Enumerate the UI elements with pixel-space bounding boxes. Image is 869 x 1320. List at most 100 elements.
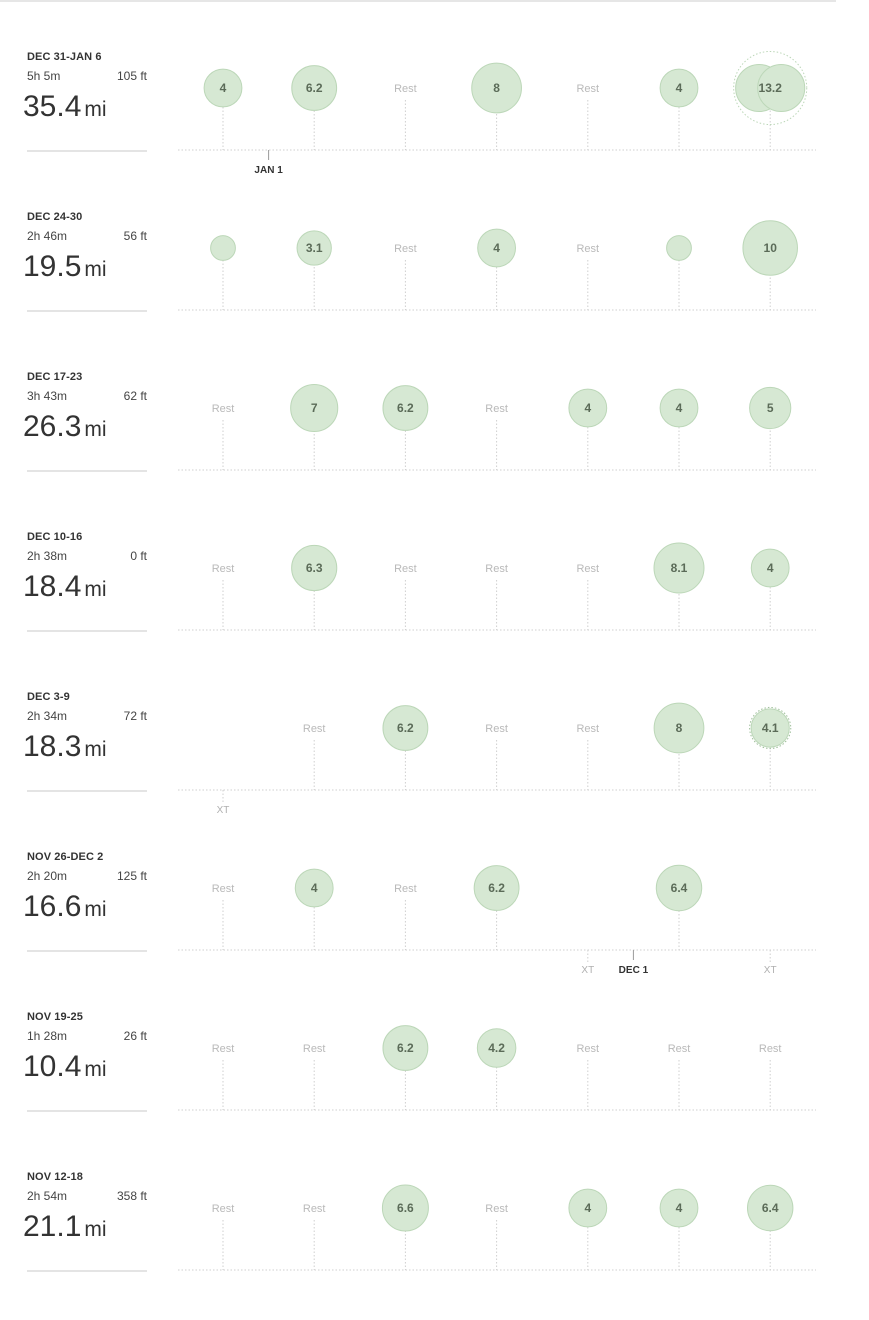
week-summary[interactable]: DEC 24-30 2h 46m 56 ft 19.5 mi bbox=[0, 200, 180, 360]
day-run[interactable]: 3.1 bbox=[296, 230, 332, 310]
week-label: DEC 17-23 bbox=[27, 371, 83, 383]
day-run[interactable]: 6.2 bbox=[473, 865, 520, 950]
run-bubble[interactable] bbox=[382, 705, 429, 751]
day-run[interactable]: 4 bbox=[203, 68, 243, 150]
day-run[interactable]: 6.2 bbox=[291, 65, 338, 150]
day-xt: XT bbox=[581, 950, 594, 976]
top-divider bbox=[0, 0, 836, 2]
run-bubble[interactable] bbox=[476, 1028, 517, 1068]
run-bubble[interactable] bbox=[659, 1188, 699, 1228]
week-summary[interactable]: NOV 26-DEC 2 2h 20m 125 ft 16.6 mi bbox=[0, 840, 180, 1000]
run-bubble[interactable] bbox=[477, 228, 517, 268]
day-run[interactable]: 4 bbox=[750, 548, 790, 630]
rest-label: Rest bbox=[759, 1043, 782, 1055]
week-row[interactable]: DEC 17-23 3h 43m 62 ft 26.3 mi Rest 7 6.2 Re… bbox=[0, 360, 869, 520]
run-bubble[interactable] bbox=[291, 65, 338, 111]
day-run[interactable]: 4 bbox=[294, 868, 334, 950]
week-summary[interactable]: DEC 3-9 2h 34m 72 ft 18.3 mi bbox=[0, 680, 180, 840]
day-xt: XT bbox=[217, 790, 229, 816]
week-distance-unit: mi bbox=[84, 258, 107, 281]
run-bubble[interactable] bbox=[382, 385, 429, 431]
day-run[interactable]: 8 bbox=[653, 702, 705, 790]
week-distance-value: 21.1 bbox=[23, 1210, 82, 1243]
rest-label: Rest bbox=[576, 723, 599, 735]
day-run[interactable]: 6.2 bbox=[382, 705, 429, 790]
run-bubble[interactable] bbox=[291, 544, 338, 592]
week-distance-unit: mi bbox=[84, 98, 107, 121]
day-run[interactable]: 7 bbox=[290, 383, 339, 470]
day-run[interactable]: 4.2 bbox=[476, 1028, 517, 1110]
week-duration: 1h 28m bbox=[27, 1029, 68, 1043]
week-day-chart: Rest 7 6.2 Rest 4 4 5 bbox=[178, 383, 816, 471]
day-run[interactable]: 4 bbox=[568, 1188, 608, 1270]
week-summary[interactable]: NOV 19-25 1h 28m 26 ft 10.4 mi bbox=[0, 1000, 180, 1160]
run-bubble[interactable] bbox=[653, 542, 705, 594]
week-row[interactable]: NOV 26-DEC 2 2h 20m 125 ft 16.6 mi Rest 4 R… bbox=[0, 840, 869, 1000]
week-distance-unit: mi bbox=[84, 1058, 107, 1081]
run-distance-label: 13.2 bbox=[759, 81, 783, 95]
run-bubble[interactable] bbox=[381, 1184, 429, 1232]
week-label: DEC 24-30 bbox=[27, 211, 83, 223]
run-bubble[interactable] bbox=[742, 220, 798, 276]
week-row[interactable]: NOV 12-18 2h 54m 358 ft 21.1 mi Rest Rest 6… bbox=[0, 1160, 869, 1320]
run-bubble[interactable] bbox=[749, 386, 792, 430]
run-bubble[interactable] bbox=[203, 68, 243, 108]
day-run[interactable]: 8.1 bbox=[653, 542, 705, 630]
day-run[interactable] bbox=[210, 235, 236, 310]
run-bubble[interactable] bbox=[210, 235, 236, 261]
day-run[interactable]: 4 bbox=[477, 228, 517, 310]
run-bubble[interactable] bbox=[568, 1188, 608, 1228]
day-run[interactable]: 4 bbox=[659, 1188, 699, 1270]
day-rest: Rest bbox=[576, 723, 599, 790]
day-run[interactable]: 8 bbox=[471, 62, 522, 150]
day-run[interactable]: 6.4 bbox=[746, 1184, 794, 1270]
week-day-plot: Rest Rest 6.6 Rest 4 4 6.4 bbox=[0, 1160, 869, 1320]
day-run[interactable] bbox=[666, 235, 692, 310]
week-summary[interactable]: DEC 31-JAN 6 5h 5m 105 ft 35.4 mi bbox=[0, 40, 180, 200]
run-bubble[interactable] bbox=[471, 62, 522, 114]
run-bubble[interactable] bbox=[294, 868, 334, 908]
week-row[interactable]: DEC 10-16 2h 38m 0 ft 18.4 mi Rest 6.3 Rest… bbox=[0, 520, 869, 680]
day-rest: Rest bbox=[394, 243, 417, 310]
rest-label: Rest bbox=[212, 1203, 235, 1215]
week-summary[interactable]: DEC 10-16 2h 38m 0 ft 18.4 mi bbox=[0, 520, 180, 680]
run-bubble[interactable] bbox=[290, 383, 339, 433]
day-run[interactable]: 4 bbox=[659, 388, 699, 470]
run-bubble[interactable] bbox=[382, 1025, 429, 1071]
run-bubble[interactable] bbox=[473, 865, 520, 911]
week-row[interactable]: DEC 31-JAN 6 5h 5m 105 ft 35.4 mi 4 6.2 Res… bbox=[0, 40, 869, 200]
run-bubble[interactable] bbox=[296, 230, 332, 266]
week-divider bbox=[27, 630, 147, 632]
week-distance: 18.3 mi bbox=[23, 727, 107, 770]
day-run[interactable]: 6.4 bbox=[655, 864, 703, 950]
week-label: NOV 26-DEC 2 bbox=[27, 851, 104, 863]
run-bubble[interactable] bbox=[750, 548, 790, 588]
run-bubble[interactable] bbox=[659, 388, 699, 428]
run-bubble[interactable] bbox=[655, 864, 703, 912]
run-bubble[interactable] bbox=[746, 1184, 794, 1232]
run-bubble[interactable] bbox=[757, 63, 806, 113]
day-run[interactable]: 6.3 bbox=[291, 544, 338, 630]
day-run[interactable]: 6.6 bbox=[381, 1184, 429, 1270]
day-run[interactable]: 4 bbox=[659, 68, 699, 150]
run-bubble[interactable] bbox=[568, 388, 608, 428]
week-row[interactable]: NOV 19-25 1h 28m 26 ft 10.4 mi Rest Rest 6.… bbox=[0, 1000, 869, 1160]
week-row[interactable]: DEC 3-9 2h 34m 72 ft 18.3 mi XT Rest 6.2 Res… bbox=[0, 680, 869, 840]
day-run[interactable]: 6.2 bbox=[382, 1025, 429, 1110]
day-run[interactable]: 4.1 bbox=[749, 706, 792, 790]
run-bubble[interactable] bbox=[659, 68, 699, 108]
day-run[interactable]: 10 bbox=[742, 220, 798, 310]
week-elevation: 26 ft bbox=[123, 1029, 147, 1043]
rest-label: Rest bbox=[212, 1043, 235, 1055]
day-run[interactable]: 4 bbox=[568, 388, 608, 470]
run-bubble[interactable] bbox=[653, 702, 705, 754]
rest-label: Rest bbox=[485, 403, 508, 415]
day-run[interactable]: 5 bbox=[749, 386, 792, 470]
week-summary[interactable]: DEC 17-23 3h 43m 62 ft 26.3 mi bbox=[0, 360, 180, 520]
run-bubble[interactable] bbox=[666, 235, 692, 261]
day-rest: Rest bbox=[485, 723, 508, 790]
day-run[interactable]: 6.2 bbox=[382, 385, 429, 470]
week-row[interactable]: DEC 24-30 2h 46m 56 ft 19.5 mi 3.1 Rest 4 Re… bbox=[0, 200, 869, 360]
day-run[interactable]: 13.2 bbox=[733, 50, 808, 150]
run-bubble[interactable] bbox=[750, 708, 790, 748]
